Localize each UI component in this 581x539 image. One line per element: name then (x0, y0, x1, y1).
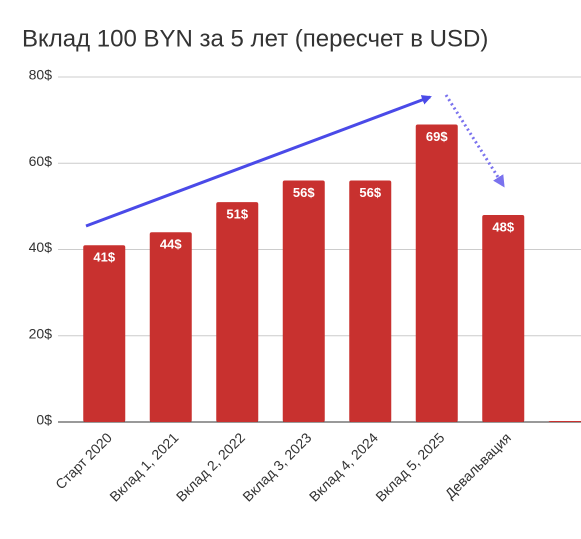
bar (349, 180, 392, 422)
value-label: 41$ (93, 250, 115, 265)
y-tick-label: 0$ (36, 412, 52, 428)
y-tick-label: 60$ (29, 153, 53, 169)
trend-arrow (85, 95, 432, 228)
bar (415, 124, 458, 422)
x-tick-label: Вклад 4, 2024 (306, 429, 381, 504)
bar (83, 245, 126, 422)
bar (149, 232, 192, 422)
y-tick-label: 20$ (29, 325, 53, 341)
bar (482, 215, 525, 422)
value-label: 44$ (160, 237, 182, 252)
x-tick-label: Вклад 5, 2025 (372, 429, 447, 504)
x-tick-label: Девальвация (442, 429, 514, 501)
y-tick-label: 40$ (29, 239, 53, 255)
value-label: 56$ (359, 185, 381, 200)
x-tick-label: Вклад 3, 2023 (239, 429, 314, 504)
bar (548, 421, 581, 422)
x-tick-label: Вклад 2, 2022 (173, 429, 248, 504)
x-tick-label: Старт 2020 (52, 429, 115, 492)
value-label: 56$ (293, 185, 315, 200)
y-tick-label: 80$ (29, 67, 53, 83)
chart-title: Вклад 100 BYN за 5 лет (пересчет в USD) (22, 25, 488, 52)
bar (282, 180, 325, 422)
value-label: 51$ (226, 207, 248, 222)
plot-area: 0$ 20$ 40$ 60$ 80$ Старт 2020 41$ Вклад 1, 2021… (29, 67, 581, 505)
bar (216, 202, 259, 422)
x-tick-label: Вклад 1, 2021 (106, 429, 181, 504)
value-label: 69$ (426, 129, 448, 144)
value-label: 48$ (492, 219, 514, 234)
